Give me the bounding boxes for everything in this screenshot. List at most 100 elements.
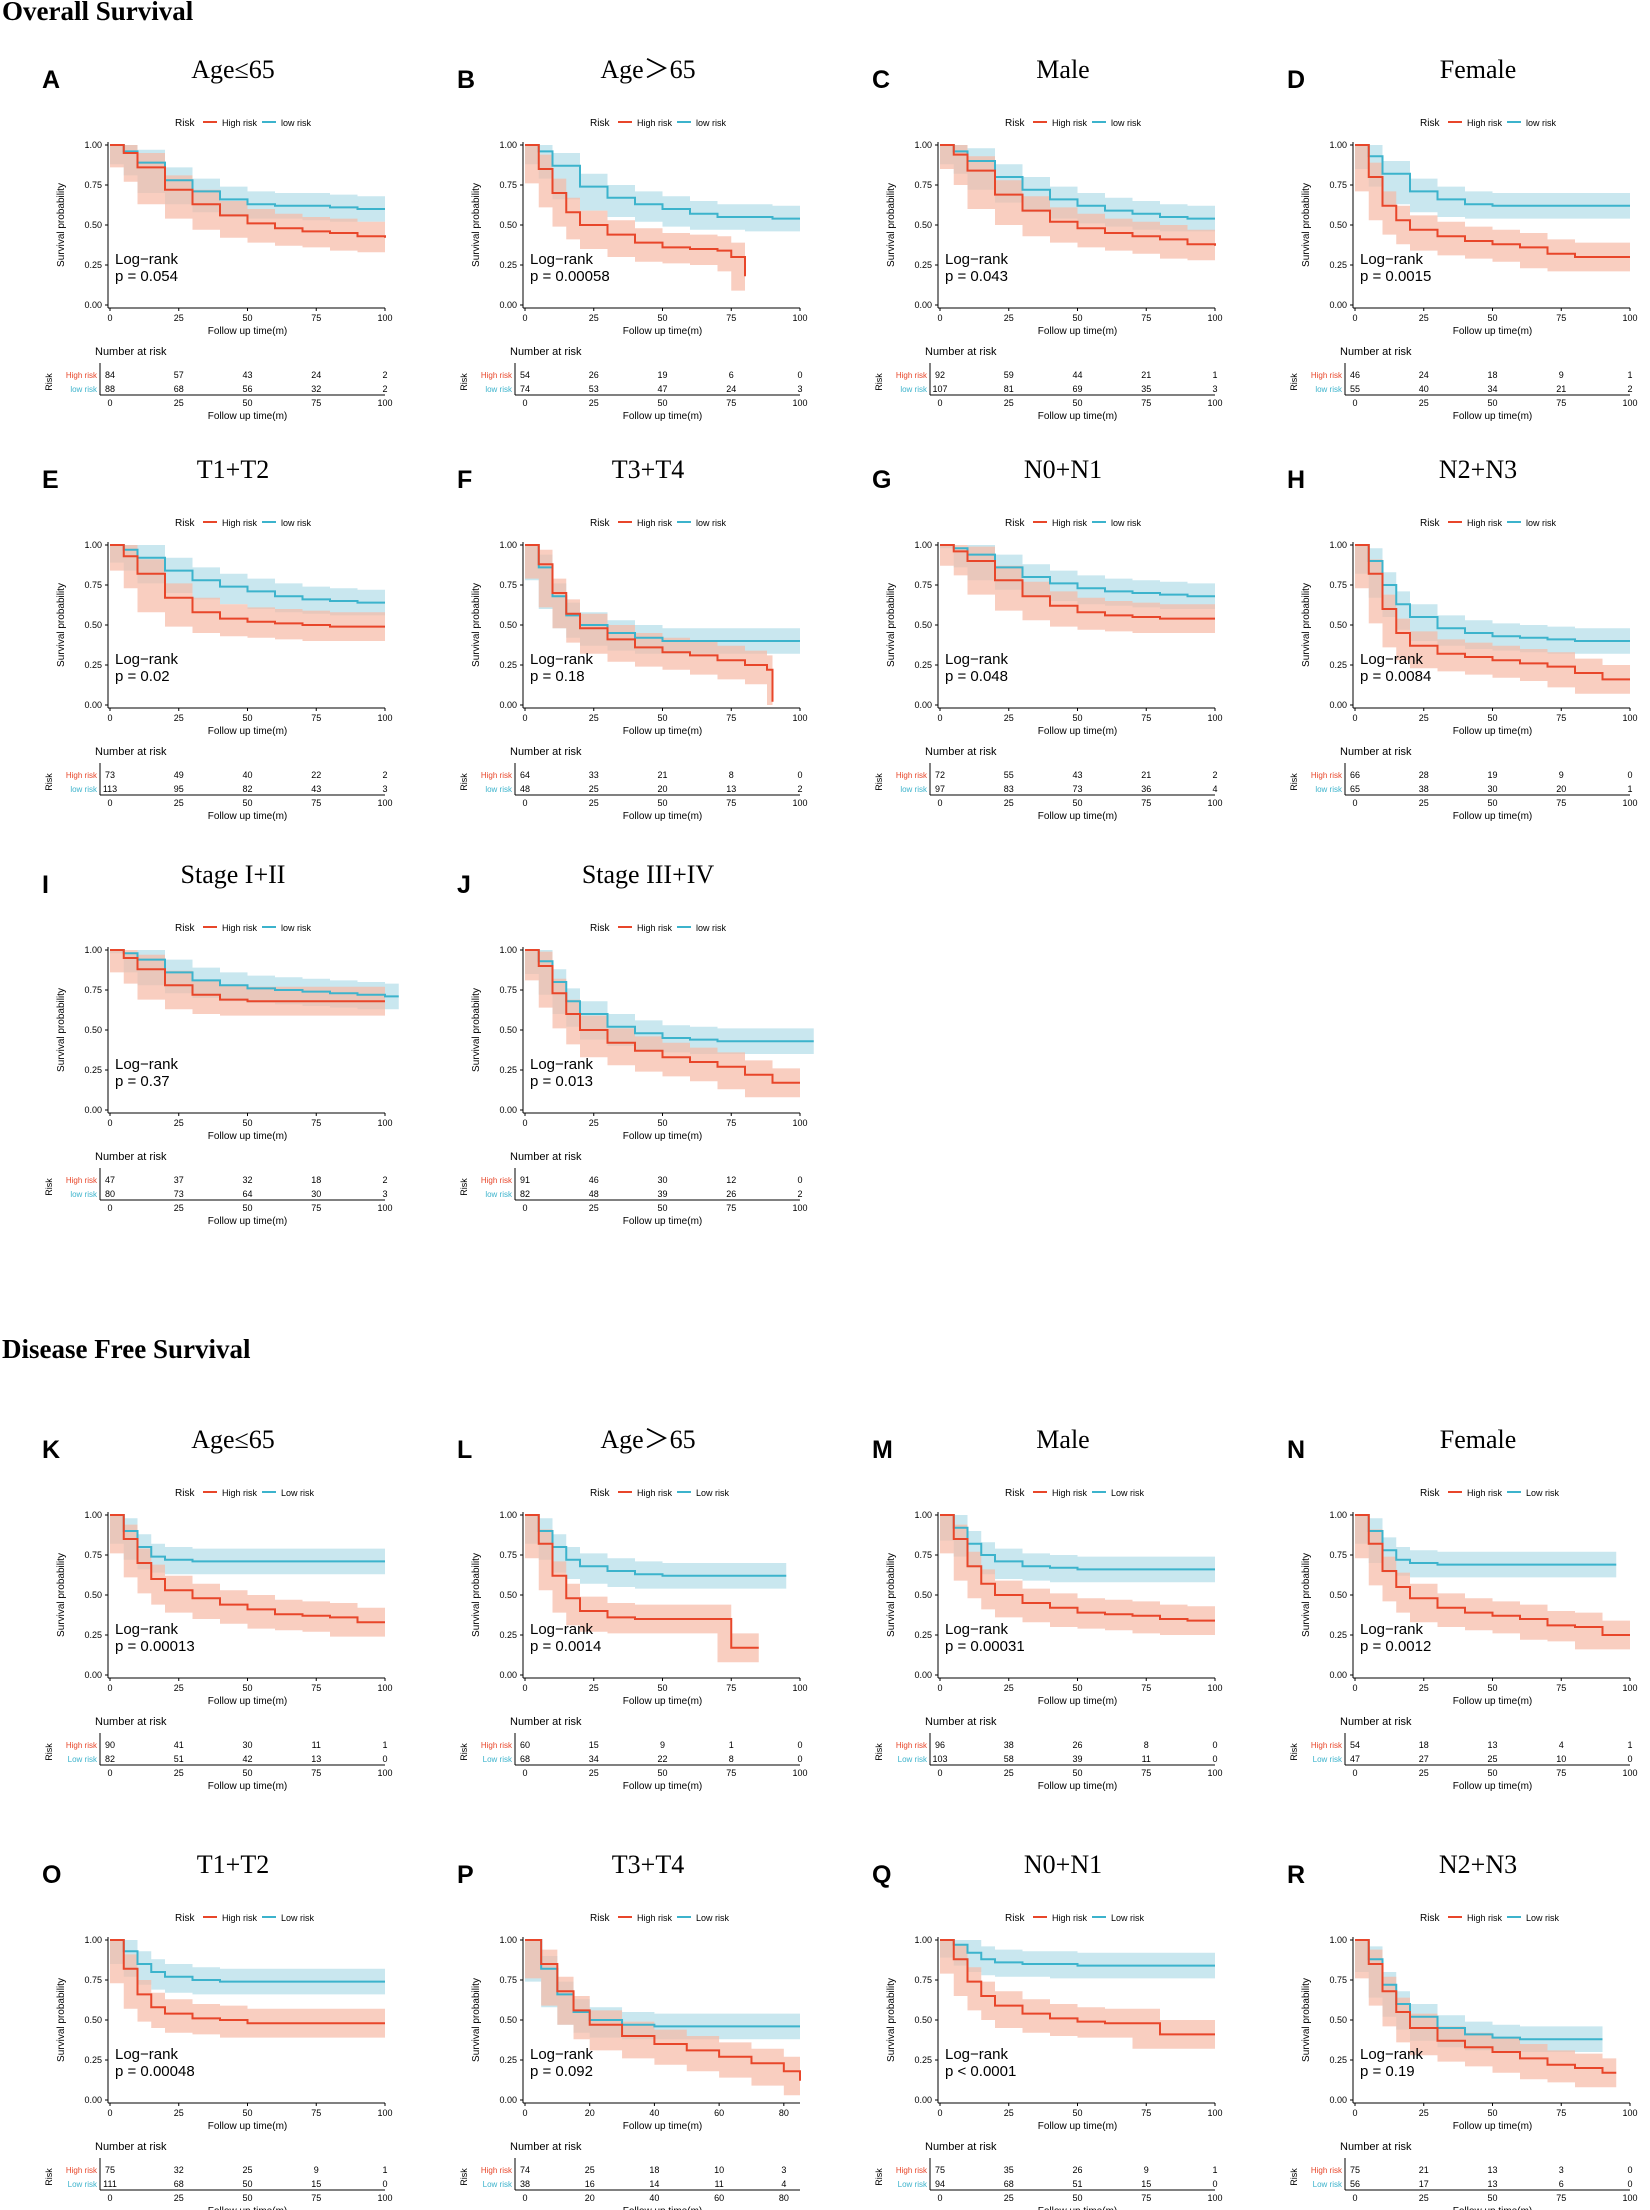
panel-f-risk-row-low-label: low risk xyxy=(485,785,513,794)
panel-g-risk-x-tick-label: 100 xyxy=(1207,798,1222,808)
panel-m-risk-x-tick-label: 25 xyxy=(1004,1768,1014,1778)
panel-n-x-tick-label: 25 xyxy=(1419,1683,1429,1693)
panel-o-risk-x-label: Follow up time(m) xyxy=(208,2206,287,2210)
panel-i-y-tick-label: 0.00 xyxy=(84,1105,102,1115)
panel-o-risk-x-tick-label: 100 xyxy=(377,2193,392,2203)
panel-i-risk-x-tick-label: 50 xyxy=(242,1203,252,1213)
panel-r-number-at-risk-title: Number at risk xyxy=(1340,2141,1412,2153)
panel-j-risk-low-count: 39 xyxy=(657,1189,667,1199)
panel-i-risk-row-high-label: High risk xyxy=(66,1176,98,1185)
panel-q-risk-x-tick-label: 25 xyxy=(1004,2193,1014,2203)
panel-i-risk-low-count: 3 xyxy=(382,1189,387,1199)
panel-g-risk-low-count: 73 xyxy=(1072,784,1082,794)
panel-n-x-tick-label: 50 xyxy=(1487,1683,1497,1693)
panel-a-x-tick-label: 75 xyxy=(311,313,321,323)
panel-m-y-tick-label: 1.00 xyxy=(914,1510,932,1520)
panel-e-risk-low-count: 82 xyxy=(242,784,252,794)
panel-q-high-risk-curve xyxy=(940,1939,1215,2036)
panel-c-risk-row-high-label: High risk xyxy=(896,371,928,380)
panel-l-pvalue: p = 0.0014 xyxy=(530,1638,601,1655)
panel-g-pvalue: p = 0.048 xyxy=(945,668,1008,685)
panel-p-risk-x-tick-label: 60 xyxy=(714,2193,724,2203)
panel-k-risk-high-count: 1 xyxy=(382,1740,387,1750)
panel-i-legend-low-label: low risk xyxy=(281,923,312,933)
panel-l-risk-x-tick-label: 50 xyxy=(657,1768,667,1778)
panel-f-risk-x-label: Follow up time(m) xyxy=(623,811,702,822)
panel-h-letter: H xyxy=(1287,466,1305,494)
panel-l-risk-low-count: 22 xyxy=(657,1754,667,1764)
panel-j-risk-low-count: 2 xyxy=(797,1189,802,1199)
panel-m-risk-low-count: 0 xyxy=(1212,1754,1217,1764)
panel-f-y-tick-label: 0.75 xyxy=(499,580,517,590)
panel-o-x-tick-label: 100 xyxy=(377,2108,392,2118)
panel-c-risk-x-tick-label: 100 xyxy=(1207,398,1222,408)
panel-a-y-label: Survival probability xyxy=(56,183,67,267)
panel-i-x-tick-label: 25 xyxy=(174,1118,184,1128)
panel-r-risk-x-tick-label: 100 xyxy=(1622,2193,1637,2203)
panel-o-risk-low-count: 111 xyxy=(103,2179,117,2189)
panel-f-x-tick-label: 50 xyxy=(657,713,667,723)
panel-m-x-tick-label: 0 xyxy=(937,1683,942,1693)
panel-d-risk-high-count: 18 xyxy=(1487,370,1497,380)
panel-i-risk-low-count: 80 xyxy=(105,1189,115,1199)
panel-a-x-tick-label: 0 xyxy=(107,313,112,323)
panel-q-pvalue: p < 0.0001 xyxy=(945,2063,1016,2080)
panel-q-risk-x-tick-label: 100 xyxy=(1207,2193,1222,2203)
panel-a-risk-low-count: 56 xyxy=(242,384,252,394)
panel-k-risk-row-low-label: Low risk xyxy=(68,1755,98,1764)
panel-d-y-tick-label: 0.25 xyxy=(1329,260,1347,270)
panel-k-x-tick-label: 100 xyxy=(377,1683,392,1693)
panel-h-low-ci-band xyxy=(1355,545,1630,654)
panel-o-x-label: Follow up time(m) xyxy=(208,2121,287,2132)
panel-f-risk-row-high-label: High risk xyxy=(481,771,513,780)
panel-m-letter: M xyxy=(872,1436,893,1464)
panel-p-number-at-risk-title: Number at risk xyxy=(510,2141,582,2153)
panel-h-logrank-label: Log−rank xyxy=(1360,651,1423,668)
panel-k-risk-x-tick-label: 50 xyxy=(242,1768,252,1778)
panel-d-legend-title: Risk xyxy=(1420,118,1440,129)
panel-o-risk-high-count: 75 xyxy=(105,2165,115,2175)
panel-g-logrank-label: Log−rank xyxy=(945,651,1008,668)
panel-f-risk-high-count: 0 xyxy=(797,770,802,780)
panel-j-x-tick-label: 75 xyxy=(726,1118,736,1128)
panel-m-risk-low-count: 103 xyxy=(932,1754,947,1764)
panel-l-x-tick-label: 50 xyxy=(657,1683,667,1693)
panel-c-x-tick-label: 75 xyxy=(1141,313,1151,323)
panel-l-risk-table-axis-label: Risk xyxy=(459,1743,469,1761)
panel-g-risk-x-tick-label: 50 xyxy=(1072,798,1082,808)
panel-d-logrank-label: Log−rank xyxy=(1360,251,1423,268)
panel-l-risk-row-high-label: High risk xyxy=(481,1741,513,1750)
panel-k-risk-x-tick-label: 25 xyxy=(174,1768,184,1778)
panel-i-risk-high-count: 32 xyxy=(242,1175,252,1185)
panel-o-x-tick-label: 0 xyxy=(107,2108,112,2118)
panel-d-letter: D xyxy=(1287,66,1305,94)
panel-e-legend-high-label: High risk xyxy=(222,518,258,528)
panel-b-y-tick-label: 1.00 xyxy=(499,140,517,150)
panel-f-risk-high-count: 64 xyxy=(520,770,530,780)
panel-g-risk-table-axis-label: Risk xyxy=(874,773,884,791)
panel-i-risk-x-tick-label: 0 xyxy=(107,1203,112,1213)
panel-g-risk-low-count: 36 xyxy=(1141,784,1151,794)
panel-d-x-tick-label: 50 xyxy=(1487,313,1497,323)
panel-h-legend-title: Risk xyxy=(1420,518,1440,529)
panel-a-x-tick-label: 100 xyxy=(377,313,392,323)
panel-o-risk-row-low-label: Low risk xyxy=(68,2180,98,2189)
panel-k-y-label: Survival probability xyxy=(56,1553,67,1637)
panel-m-risk-low-count: 58 xyxy=(1004,1754,1014,1764)
panel-e-x-label: Follow up time(m) xyxy=(208,726,287,737)
panel-m-risk-low-count: 39 xyxy=(1072,1754,1082,1764)
panel-g-risk-row-high-label: High risk xyxy=(896,771,928,780)
panel-m-risk-x-tick-label: 0 xyxy=(937,1768,942,1778)
panel-e-y-tick-label: 0.75 xyxy=(84,580,102,590)
panel-o-risk-x-tick-label: 50 xyxy=(242,2193,252,2203)
panel-a-risk-low-count: 88 xyxy=(105,384,115,394)
panel-f-risk-low-count: 25 xyxy=(589,784,599,794)
panel-d-legend-high-label: High risk xyxy=(1467,118,1503,128)
panel-n-high-ci-band xyxy=(1355,1515,1630,1650)
panel-a-risk-row-low-label: low risk xyxy=(70,385,98,394)
panel-f-y-tick-label: 0.25 xyxy=(499,660,517,670)
panel-c-risk-high-count: 59 xyxy=(1004,370,1014,380)
panel-g-legend-high-label: High risk xyxy=(1052,518,1088,528)
panel-n-y-tick-label: 0.25 xyxy=(1329,1630,1347,1640)
panel-g-letter: G xyxy=(872,466,891,494)
